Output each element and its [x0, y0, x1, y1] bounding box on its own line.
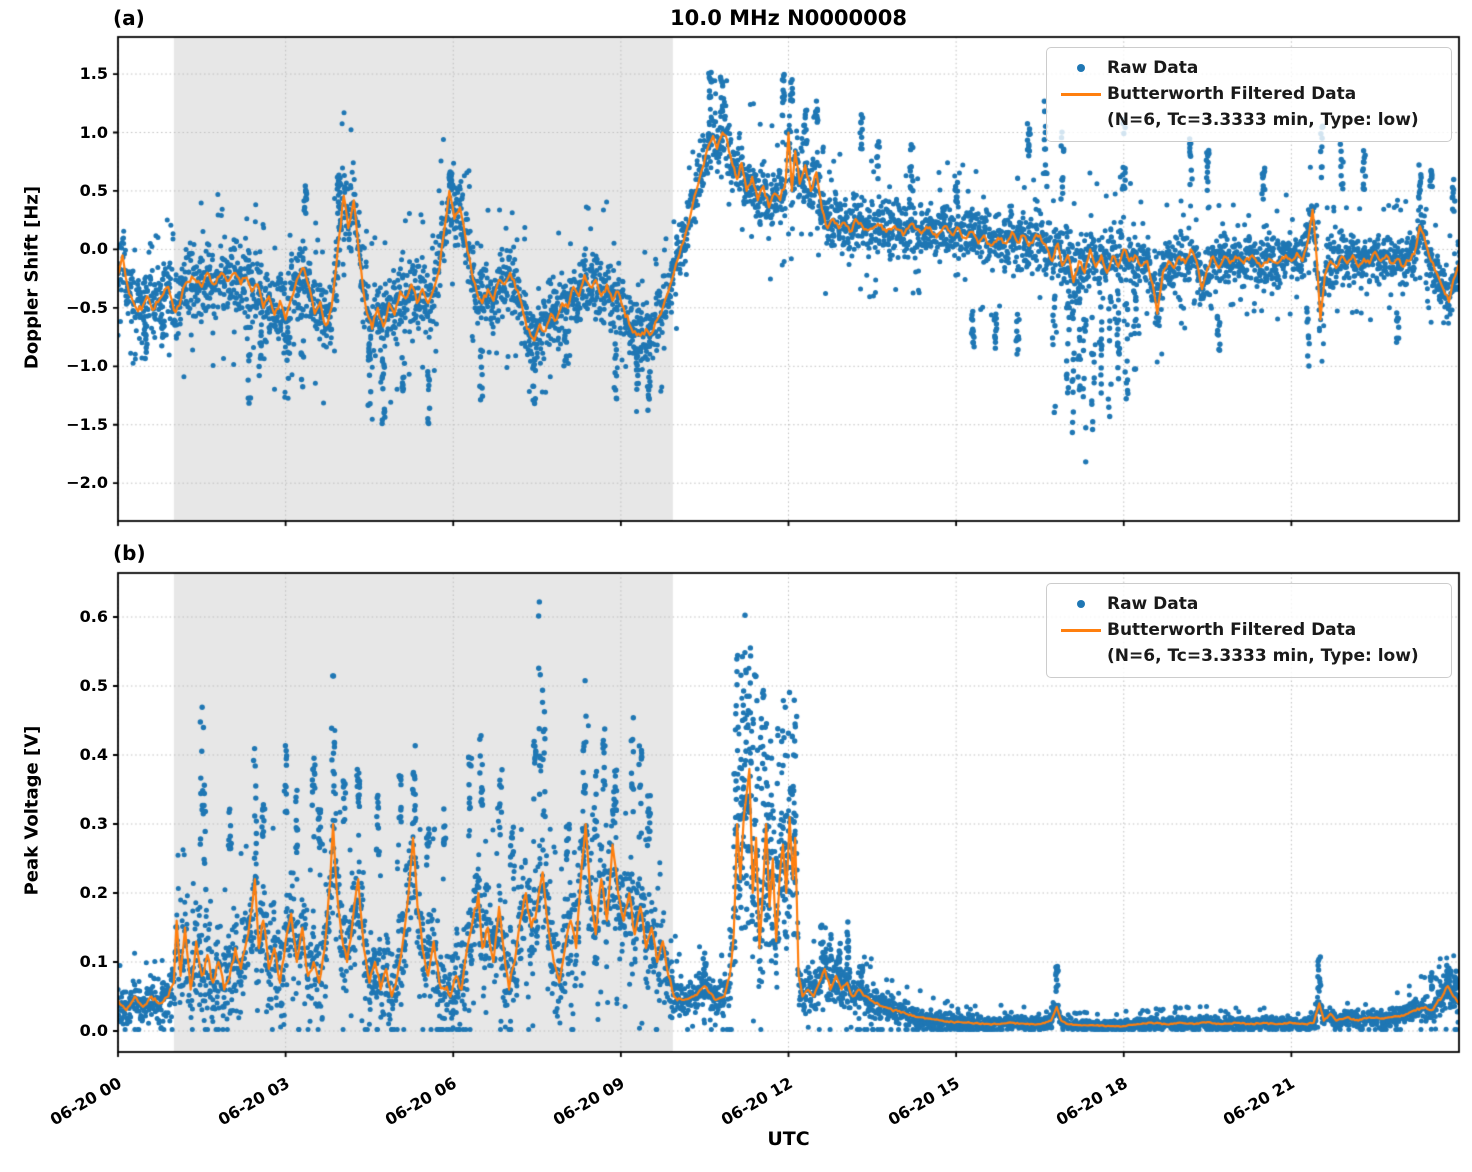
chart-canvas — [0, 0, 1472, 1172]
doppler-figure: 10.0 MHz N0000008 (a) (b) Doppler Shift … — [0, 0, 1472, 1172]
